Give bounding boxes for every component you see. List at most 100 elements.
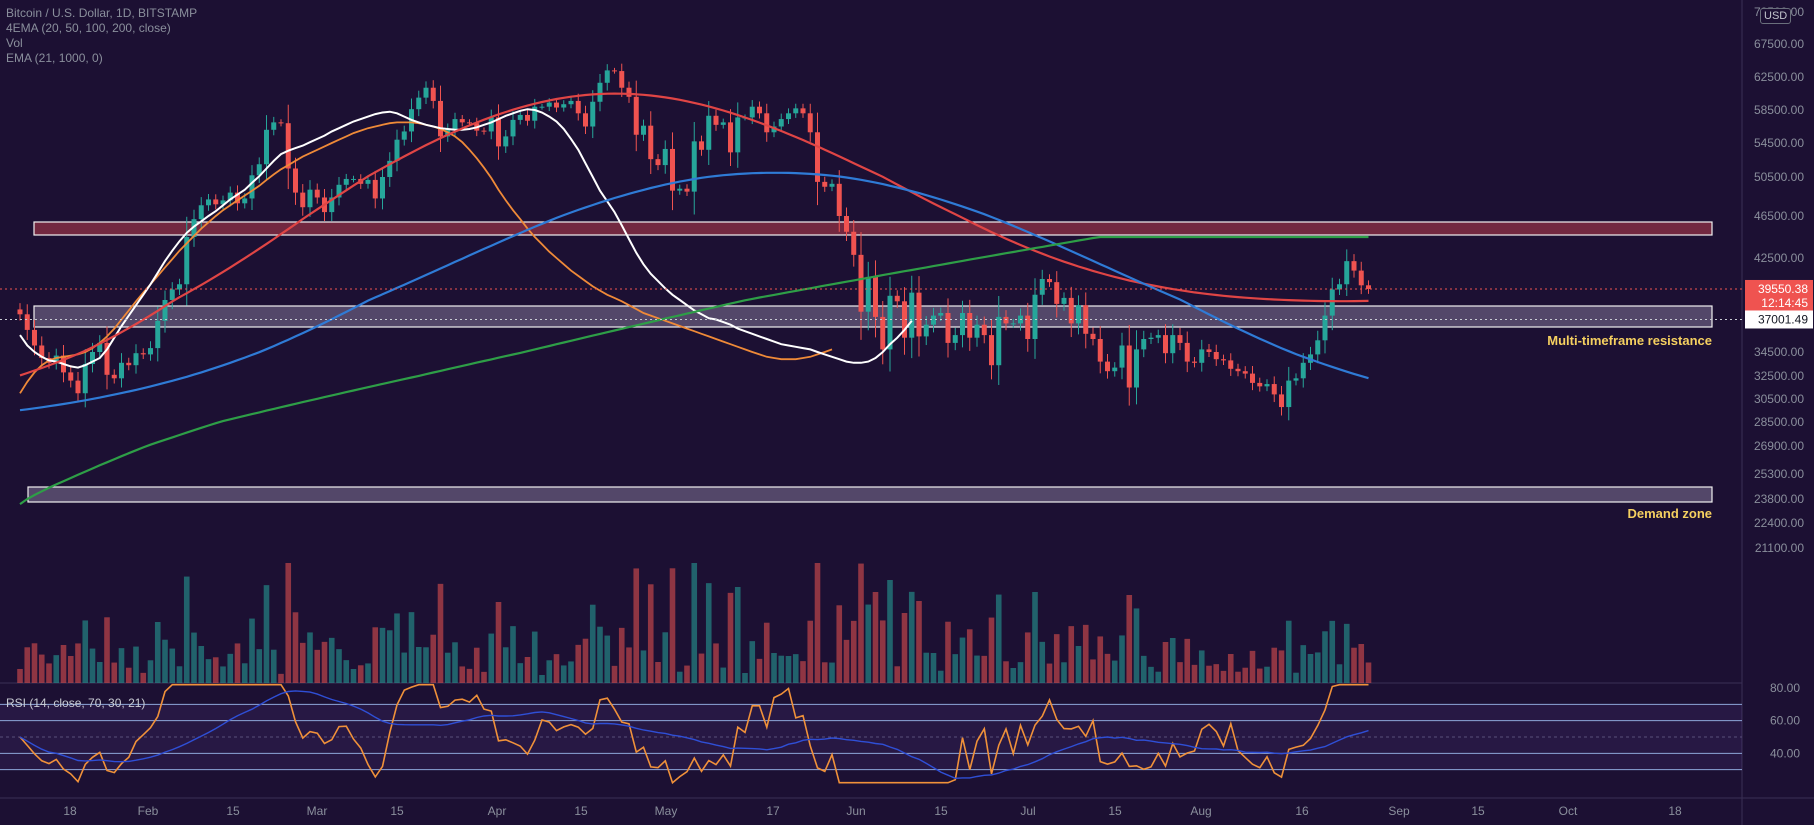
volume-bar	[749, 641, 756, 683]
candle-body	[140, 353, 146, 355]
candle-body	[380, 177, 385, 199]
volume-bar	[778, 655, 785, 683]
volume-bar	[713, 643, 719, 683]
volume-bar	[981, 655, 988, 683]
volume-bar	[655, 662, 661, 683]
candle-body	[481, 130, 487, 132]
volume-bar	[314, 649, 321, 683]
time-tick-label: Jul	[1020, 804, 1035, 818]
volume-bar	[807, 620, 814, 683]
volume-bar	[67, 656, 74, 683]
volume-bar	[604, 635, 611, 683]
volume-bar	[162, 639, 168, 683]
volume-bar	[307, 632, 313, 683]
price-tick-label: 25300.00	[1754, 467, 1804, 481]
candle-body	[32, 329, 37, 346]
candle-body	[670, 148, 675, 191]
rsi-title: RSI (14, close, 70, 30, 21)	[6, 696, 146, 710]
volume-bar	[1285, 620, 1292, 683]
zone-upper-resistance	[33, 221, 1713, 236]
price-tick-label: 58500.00	[1754, 103, 1804, 117]
candle-body	[1279, 394, 1284, 408]
candle-body	[829, 183, 835, 187]
candle-body	[626, 87, 632, 97]
candle-body	[590, 101, 596, 127]
volume-bar	[357, 665, 364, 683]
time-tick-label: Jun	[846, 804, 865, 818]
candle-body	[575, 100, 581, 114]
candle-body	[887, 295, 893, 350]
time-tick-label: 15	[390, 804, 404, 818]
candle-body	[677, 188, 683, 191]
candle-body	[1315, 340, 1321, 355]
candle-body	[133, 353, 139, 366]
volume-bar	[959, 637, 966, 683]
candle-body	[126, 362, 132, 366]
candle-body	[249, 175, 255, 199]
currency-button[interactable]: USD	[1760, 8, 1792, 24]
time-tick-label: 15	[226, 804, 240, 818]
volume-bar	[415, 647, 422, 683]
rsi-ma-line	[19, 690, 1369, 780]
volume-bar	[437, 583, 444, 683]
volume-bar	[1017, 662, 1024, 683]
candle-body	[662, 148, 668, 166]
candle-body	[416, 97, 422, 110]
volume-bar	[17, 668, 23, 683]
volume-bar	[1358, 644, 1365, 683]
candle-body	[1329, 289, 1335, 316]
candle-body	[184, 237, 190, 285]
volume-bar	[365, 663, 371, 683]
volume-bar	[481, 671, 487, 683]
volume-bar	[727, 592, 734, 683]
last-price-label: 39550.38	[1758, 282, 1808, 296]
candle-body	[1148, 337, 1154, 339]
time-tick-label: 15	[574, 804, 588, 818]
candle-body	[981, 324, 987, 336]
volume-bar	[1256, 668, 1263, 683]
volume-bar	[1191, 664, 1198, 683]
volume-bar	[901, 613, 908, 683]
time-tick-label: Aug	[1190, 804, 1211, 818]
candle-body	[989, 335, 994, 366]
volume-bar	[546, 660, 553, 683]
volume-bar	[669, 568, 676, 683]
volume-bar	[568, 661, 574, 683]
candle-body	[111, 374, 117, 379]
candle-body	[438, 100, 443, 137]
candle-body	[75, 380, 81, 394]
price-tick-label: 22400.00	[1754, 516, 1804, 530]
indicator-ema-label: 4EMA (20, 50, 100, 200, close)	[6, 21, 171, 35]
candle-body	[503, 136, 509, 147]
volume-bar	[1155, 671, 1162, 683]
volume-bar	[1140, 655, 1147, 683]
candle-body	[1293, 378, 1299, 381]
candle-body	[974, 324, 980, 338]
volume-bar	[916, 601, 922, 683]
volume-bar	[1351, 647, 1357, 683]
candle-body	[1039, 279, 1045, 295]
candle-body	[394, 139, 400, 161]
candle-body	[1097, 339, 1103, 362]
volume-bar	[517, 663, 524, 683]
volume-bar	[829, 662, 835, 683]
candle-body	[430, 87, 436, 101]
candle-body	[1105, 361, 1110, 372]
candle-body	[902, 301, 907, 338]
candle-body	[510, 119, 516, 137]
volume-bar	[1198, 650, 1205, 683]
candle-body	[641, 125, 646, 135]
candle-body	[351, 178, 356, 180]
volume-bar	[401, 652, 408, 683]
candle-body	[459, 119, 465, 123]
time-tick-label: May	[655, 804, 678, 818]
volume-bar	[183, 576, 190, 683]
volume-bar	[1213, 664, 1220, 683]
candle-body	[17, 309, 23, 315]
volume-bar	[1343, 623, 1350, 683]
volume-bar	[1307, 654, 1314, 683]
candle-body	[365, 179, 371, 184]
volume-bar	[1300, 645, 1307, 683]
candle-body	[815, 132, 820, 182]
